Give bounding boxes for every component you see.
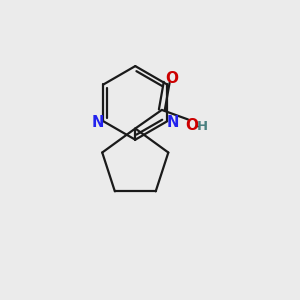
Text: N: N [91, 115, 104, 130]
Text: H: H [197, 120, 208, 134]
Text: N: N [167, 115, 179, 130]
Text: O: O [166, 71, 178, 86]
Text: O: O [185, 118, 198, 134]
